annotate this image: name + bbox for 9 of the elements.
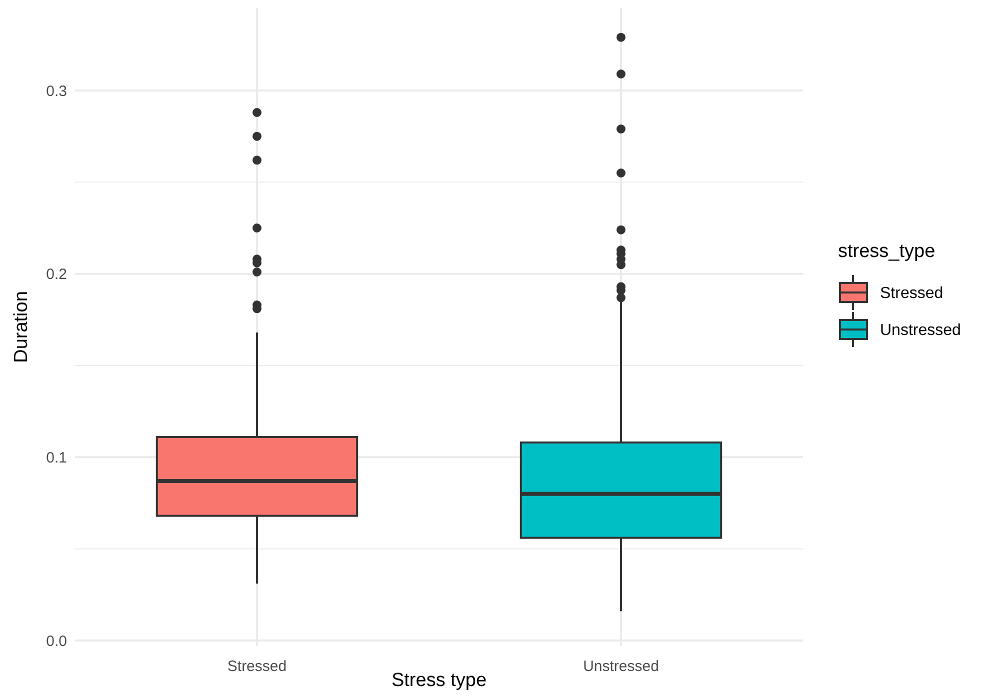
y-tick-label: 0.1 (46, 449, 67, 466)
x-axis-title: Stress type (391, 670, 487, 691)
legend-label: Stressed (880, 285, 944, 302)
y-tick-label: 0.0 (46, 632, 67, 650)
y-tick-label: 0.3 (46, 82, 67, 100)
legend-label: Unstressed (880, 322, 961, 340)
legend-title: stress_type (838, 241, 936, 262)
y-tick-label: 0.2 (46, 266, 67, 284)
y-axis-title: Duration (11, 291, 32, 363)
